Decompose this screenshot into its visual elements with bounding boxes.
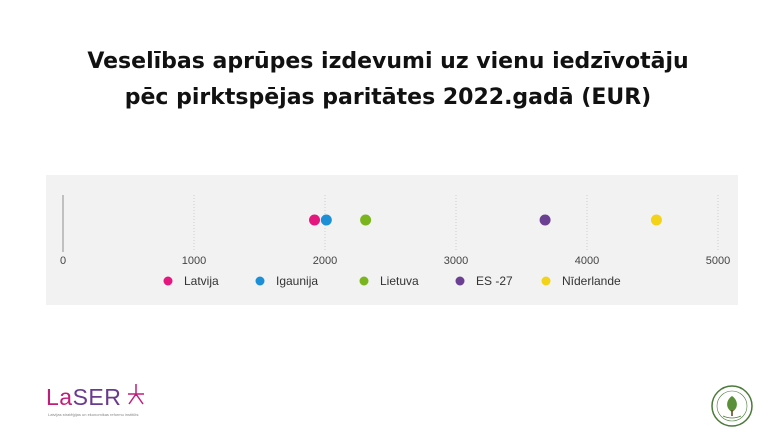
chart-title-line1: Veselības aprūpes izdevumi uz vienu iedz…	[87, 49, 689, 74]
data-point-4	[650, 214, 662, 226]
x-tick-label-2000: 2000	[313, 255, 337, 267]
laser-logo-text: LaSER	[46, 384, 121, 411]
laser-tagline: Latvijas stratēģijas un ekonomikas refor…	[48, 412, 139, 417]
x-tick-label-5000: 5000	[706, 255, 730, 267]
latvijas-labums-badge-icon	[711, 385, 753, 427]
legend-label-4: Nīderlande	[562, 274, 621, 288]
legend-marker-3	[455, 276, 465, 286]
legend-marker-0	[163, 276, 173, 286]
legend-label-1: Igaunija	[276, 274, 318, 288]
x-tick-label-0: 0	[60, 255, 66, 267]
data-point-0	[309, 214, 321, 226]
data-point-3	[539, 214, 551, 226]
laser-logo: LaSER Latvijas stratēģijas un ekonomikas…	[46, 382, 166, 426]
legend-label-0: Latvija	[184, 274, 219, 288]
legend-marker-2	[359, 276, 369, 286]
laser-logo-ser: SER	[72, 384, 122, 410]
legend-marker-1	[255, 276, 265, 286]
legend-label-3: ES -27	[476, 274, 513, 288]
chart-title: Veselības aprūpes izdevumi uz vienu iedz…	[0, 44, 776, 116]
laser-star-icon	[128, 384, 144, 405]
legend-marker-4	[541, 276, 551, 286]
x-tick-label-3000: 3000	[444, 255, 468, 267]
x-tick-label-4000: 4000	[575, 255, 599, 267]
data-point-2	[360, 214, 372, 226]
x-tick-label-1000: 1000	[182, 255, 206, 267]
chart-title-line2: pēc pirktspējas paritātes 2022.gadā (EUR…	[124, 85, 652, 110]
dot-plot-chart: 0 1000 2000 3000 4000 5000 Latvija Igaunija Liet…	[60, 195, 730, 288]
legend-label-2: Lietuva	[380, 274, 419, 288]
data-point-1	[320, 214, 332, 226]
chart-panel: 0 1000 2000 3000 4000 5000 Latvija Igaunija Liet…	[46, 175, 738, 305]
laser-logo-la: La	[46, 384, 73, 410]
